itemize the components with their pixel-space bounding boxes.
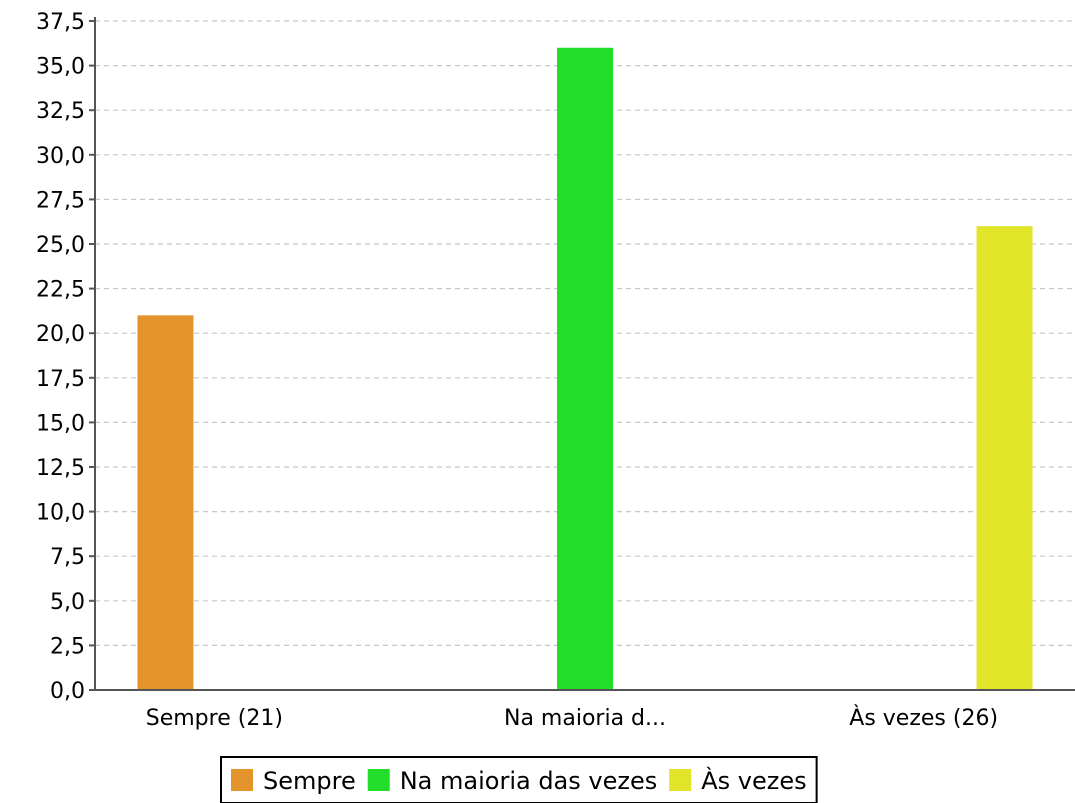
- y-tick-label: 10,0: [36, 501, 85, 526]
- legend: Sempre Na maioria das vezes Às vezes: [220, 756, 818, 803]
- legend-frame: [220, 756, 818, 803]
- y-tick-label: 17,5: [36, 367, 85, 392]
- bars: [137, 47, 1033, 690]
- axes: [94, 17, 1075, 691]
- bar-na-maioria-das-vezes: [557, 47, 613, 690]
- legend-label: Às vezes: [701, 766, 806, 795]
- x-category-label: Sempre (21): [146, 706, 283, 731]
- y-tick-label: 5,0: [50, 590, 85, 615]
- y-axis-ticks: 0,0 2,5 5,0 7,5 10,0 12,5 15,0 17,5 20,0 22,5 25,0…: [36, 10, 95, 704]
- y-tick-label: 37,5: [36, 10, 85, 35]
- bar-sempre: [137, 315, 194, 690]
- y-tick-label: 12,5: [36, 456, 85, 481]
- legend-swatch: [231, 769, 253, 791]
- legend-swatch: [669, 769, 692, 791]
- x-axis-labels: Sempre (21) Na maioria d... Às vezes (26): [146, 705, 998, 731]
- legend-label: Na maioria das vezes: [400, 767, 658, 795]
- y-tick-label: 7,5: [50, 545, 85, 570]
- y-tick-label: 27,5: [36, 188, 85, 213]
- y-tick-label: 15,0: [36, 411, 85, 436]
- y-tick-label: 25,0: [36, 233, 85, 258]
- y-tick-label: 35,0: [36, 55, 85, 80]
- legend-swatch: [367, 769, 390, 791]
- y-tick-label: 22,5: [36, 278, 85, 303]
- y-tick-label: 0,0: [50, 679, 85, 704]
- y-tick-label: 32,5: [36, 99, 85, 124]
- x-category-label: Às vezes (26): [849, 705, 998, 731]
- y-tick-label: 20,0: [36, 322, 85, 347]
- y-tick-label: 2,5: [50, 634, 85, 659]
- x-category-label: Na maioria d...: [504, 706, 666, 731]
- bar--s-vezes: [976, 226, 1033, 690]
- legend-label: Sempre: [263, 767, 356, 795]
- y-tick-label: 30,0: [36, 144, 85, 169]
